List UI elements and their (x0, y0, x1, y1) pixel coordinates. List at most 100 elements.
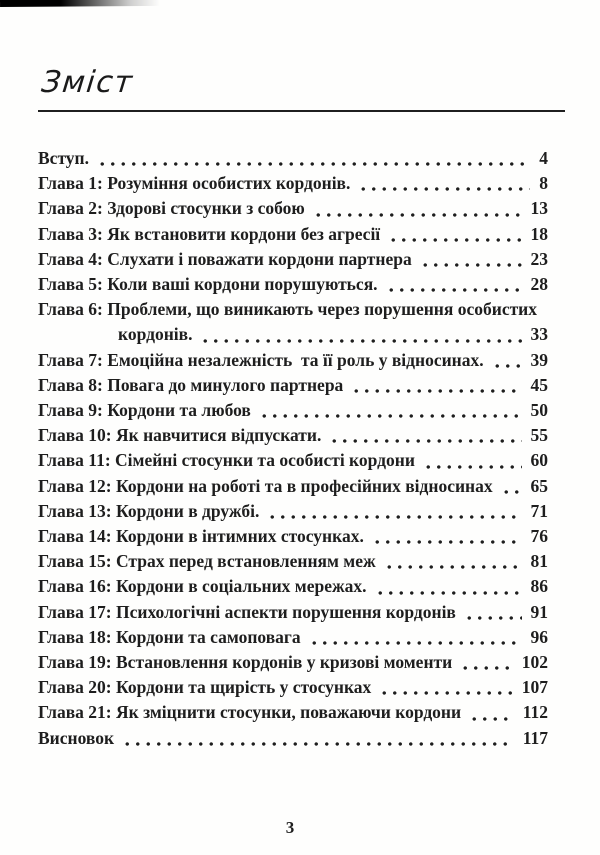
dot-leader (469, 716, 514, 721)
page-title: Зміст (39, 65, 136, 100)
toc-entry-page: 86 (530, 576, 549, 597)
toc-entry-label: Глава 5: Коли ваші кордони порушуються. (38, 274, 378, 295)
dot-leader (351, 389, 522, 394)
toc-entry-page: 60 (530, 450, 549, 471)
dot-leader (358, 187, 531, 192)
title-underline (38, 110, 565, 112)
toc-entry-label: Глава 2: Здорові стосунки з собою (38, 198, 305, 219)
toc-entry: Глава 2: Здорові стосунки з собою 13 (38, 196, 548, 221)
toc-entry-page: 102 (521, 652, 548, 673)
toc-entry-page: 13 (530, 198, 549, 219)
dot-leader (122, 741, 514, 746)
toc-entry-label: Висновок (38, 727, 115, 748)
toc-entry-page: 45 (530, 374, 549, 395)
toc-entry-page: 33 (530, 324, 549, 345)
toc-entry-label: Глава 19: Встановлення кордонів у кризов… (38, 652, 453, 673)
toc-entry-label: Глава 8: Повага до минулого партнера (38, 374, 344, 395)
toc-entry: Глава 4: Слухати і поважати кордони парт… (38, 247, 548, 272)
toc-entry-page: 8 (539, 173, 548, 194)
toc-entry: Глава 13: Кордони в дружбі. 71 (38, 499, 548, 524)
toc-entry-label: Вступ. (38, 148, 90, 168)
toc-entry-page: 4 (539, 148, 548, 168)
toc-entry: Глава 7: Емоційна незалежність та її рол… (38, 348, 548, 373)
dot-leader (97, 162, 531, 167)
toc-entry-page: 112 (522, 702, 548, 723)
toc-entry-label: Глава 1: Розуміння особистих кордонів. (38, 173, 351, 194)
toc-entry-page: 81 (530, 551, 549, 572)
toc-entry: Глава 20: Кордони та щирість у стосунках… (38, 675, 548, 700)
dot-leader (419, 263, 522, 268)
toc-entry-label: Глава 16: Кордони в соціальних мережах. (38, 576, 367, 597)
toc-list: Вступ. 4 Глава 1: Розуміння особистих ко… (38, 146, 548, 751)
dot-leader (267, 515, 522, 520)
toc-entry-label: Глава 10: Як навчитися відпускати. (38, 425, 322, 446)
toc-entry-page: 18 (530, 223, 549, 244)
dot-leader (374, 590, 522, 595)
toc-entry: Глава 1: Розуміння особистих кордонів. 8 (38, 171, 548, 196)
dot-leader (500, 489, 522, 494)
toc-entry: Глава 8: Повага до минулого партнера 45 (38, 373, 548, 398)
dot-leader (200, 338, 522, 343)
toc-entry-label: Глава 4: Слухати і поважати кордони парт… (38, 248, 412, 269)
toc-entry: Глава 11: Сімейні стосунки та особисті к… (38, 448, 548, 473)
toc-entry-page: 39 (530, 349, 549, 370)
toc-entry: Глава 18: Кордони та самоповага 96 (38, 625, 548, 650)
toc-entry: Глава 14: Кордони в інтимних стосунках. … (38, 524, 548, 549)
toc-entry-label: Глава 15: Страх перед встановленням меж (38, 551, 376, 572)
toc-entry: Глава 5: Коли ваші кордони порушуються. … (38, 272, 548, 297)
toc-entry-label: Глава 14: Кордони в інтимних стосунках. (38, 526, 364, 547)
toc-entry: Вступ. 4 (38, 146, 548, 171)
page-number: 3 (285, 818, 295, 837)
dot-leader (460, 666, 513, 671)
toc-entry-label: Глава 11: Сімейні стосунки та особисті к… (38, 450, 415, 471)
toc-entry-label: Глава 17: Психологічні аспекти порушення… (38, 601, 456, 622)
toc-entry-page: 50 (530, 400, 549, 421)
dot-leader (383, 565, 522, 570)
dot-leader (258, 414, 522, 419)
toc-entry: Глава 21: Як зміцнити стосунки, поважаюч… (38, 700, 548, 725)
dot-leader (463, 615, 522, 620)
dot-leader (379, 691, 513, 696)
dot-leader (388, 237, 522, 242)
toc-entry: кордонів. 33 (38, 322, 548, 347)
toc-entry: Глава 10: Як навчитися відпускати. 55 (38, 423, 548, 448)
toc-entry-page: 55 (530, 425, 549, 446)
toc-entry-label: Глава 12: Кордони на роботі та в професі… (38, 475, 493, 496)
toc-entry: Глава 12: Кордони на роботі та в професі… (38, 474, 548, 499)
toc-entry: Глава 9: Кордони та любов 50 (38, 398, 548, 423)
toc-entry-page: 91 (530, 601, 549, 622)
dot-leader (491, 363, 522, 368)
toc-entry-label: Глава 6: Проблеми, що виникають через по… (38, 299, 538, 320)
toc-entry-label: Глава 3: Як встановити кордони без агрес… (38, 223, 381, 244)
toc-entry-label: Глава 20: Кордони та щирість у стосунках (38, 677, 372, 698)
toc-entry: Глава 17: Психологічні аспекти порушення… (38, 600, 548, 625)
dot-leader (371, 540, 522, 545)
toc-entry-page: 28 (530, 274, 549, 295)
toc-entry: Висновок 117 (38, 726, 548, 751)
toc-entry-label: Глава 7: Емоційна незалежність та її рол… (38, 349, 484, 370)
toc-entry-label: Глава 13: Кордони в дружбі. (38, 500, 260, 521)
toc-entry-label: Глава 9: Кордони та любов (38, 400, 251, 421)
dot-leader (422, 464, 522, 469)
dot-leader (385, 288, 522, 293)
toc-entry-label: кордонів. (118, 324, 193, 345)
toc-entry-page: 76 (530, 526, 549, 547)
dot-leader (308, 641, 522, 646)
toc-entry: Глава 3: Як встановити кордони без агрес… (38, 222, 548, 247)
dot-leader (312, 212, 522, 217)
toc-entry-page: 96 (530, 626, 549, 647)
toc-entry: Глава 19: Встановлення кордонів у кризов… (38, 650, 548, 675)
toc-entry-page: 65 (530, 475, 549, 496)
scan-artifact (0, 0, 161, 7)
toc-entry-page: 71 (530, 500, 549, 521)
toc-entry-page: 23 (530, 248, 549, 269)
toc-entry: Глава 15: Страх перед встановленням меж … (38, 549, 548, 574)
toc-entry: Глава 16: Кордони в соціальних мережах. … (38, 574, 548, 599)
toc-entry-label: Глава 18: Кордони та самоповага (38, 626, 301, 647)
toc-entry: Глава 6: Проблеми, що виникають через по… (38, 297, 548, 322)
toc-entry-page: 107 (521, 677, 548, 698)
toc-entry-label: Глава 21: Як зміцнити стосунки, поважаюч… (38, 702, 462, 723)
dot-leader (329, 439, 522, 444)
toc-entry-page: 117 (522, 727, 548, 748)
